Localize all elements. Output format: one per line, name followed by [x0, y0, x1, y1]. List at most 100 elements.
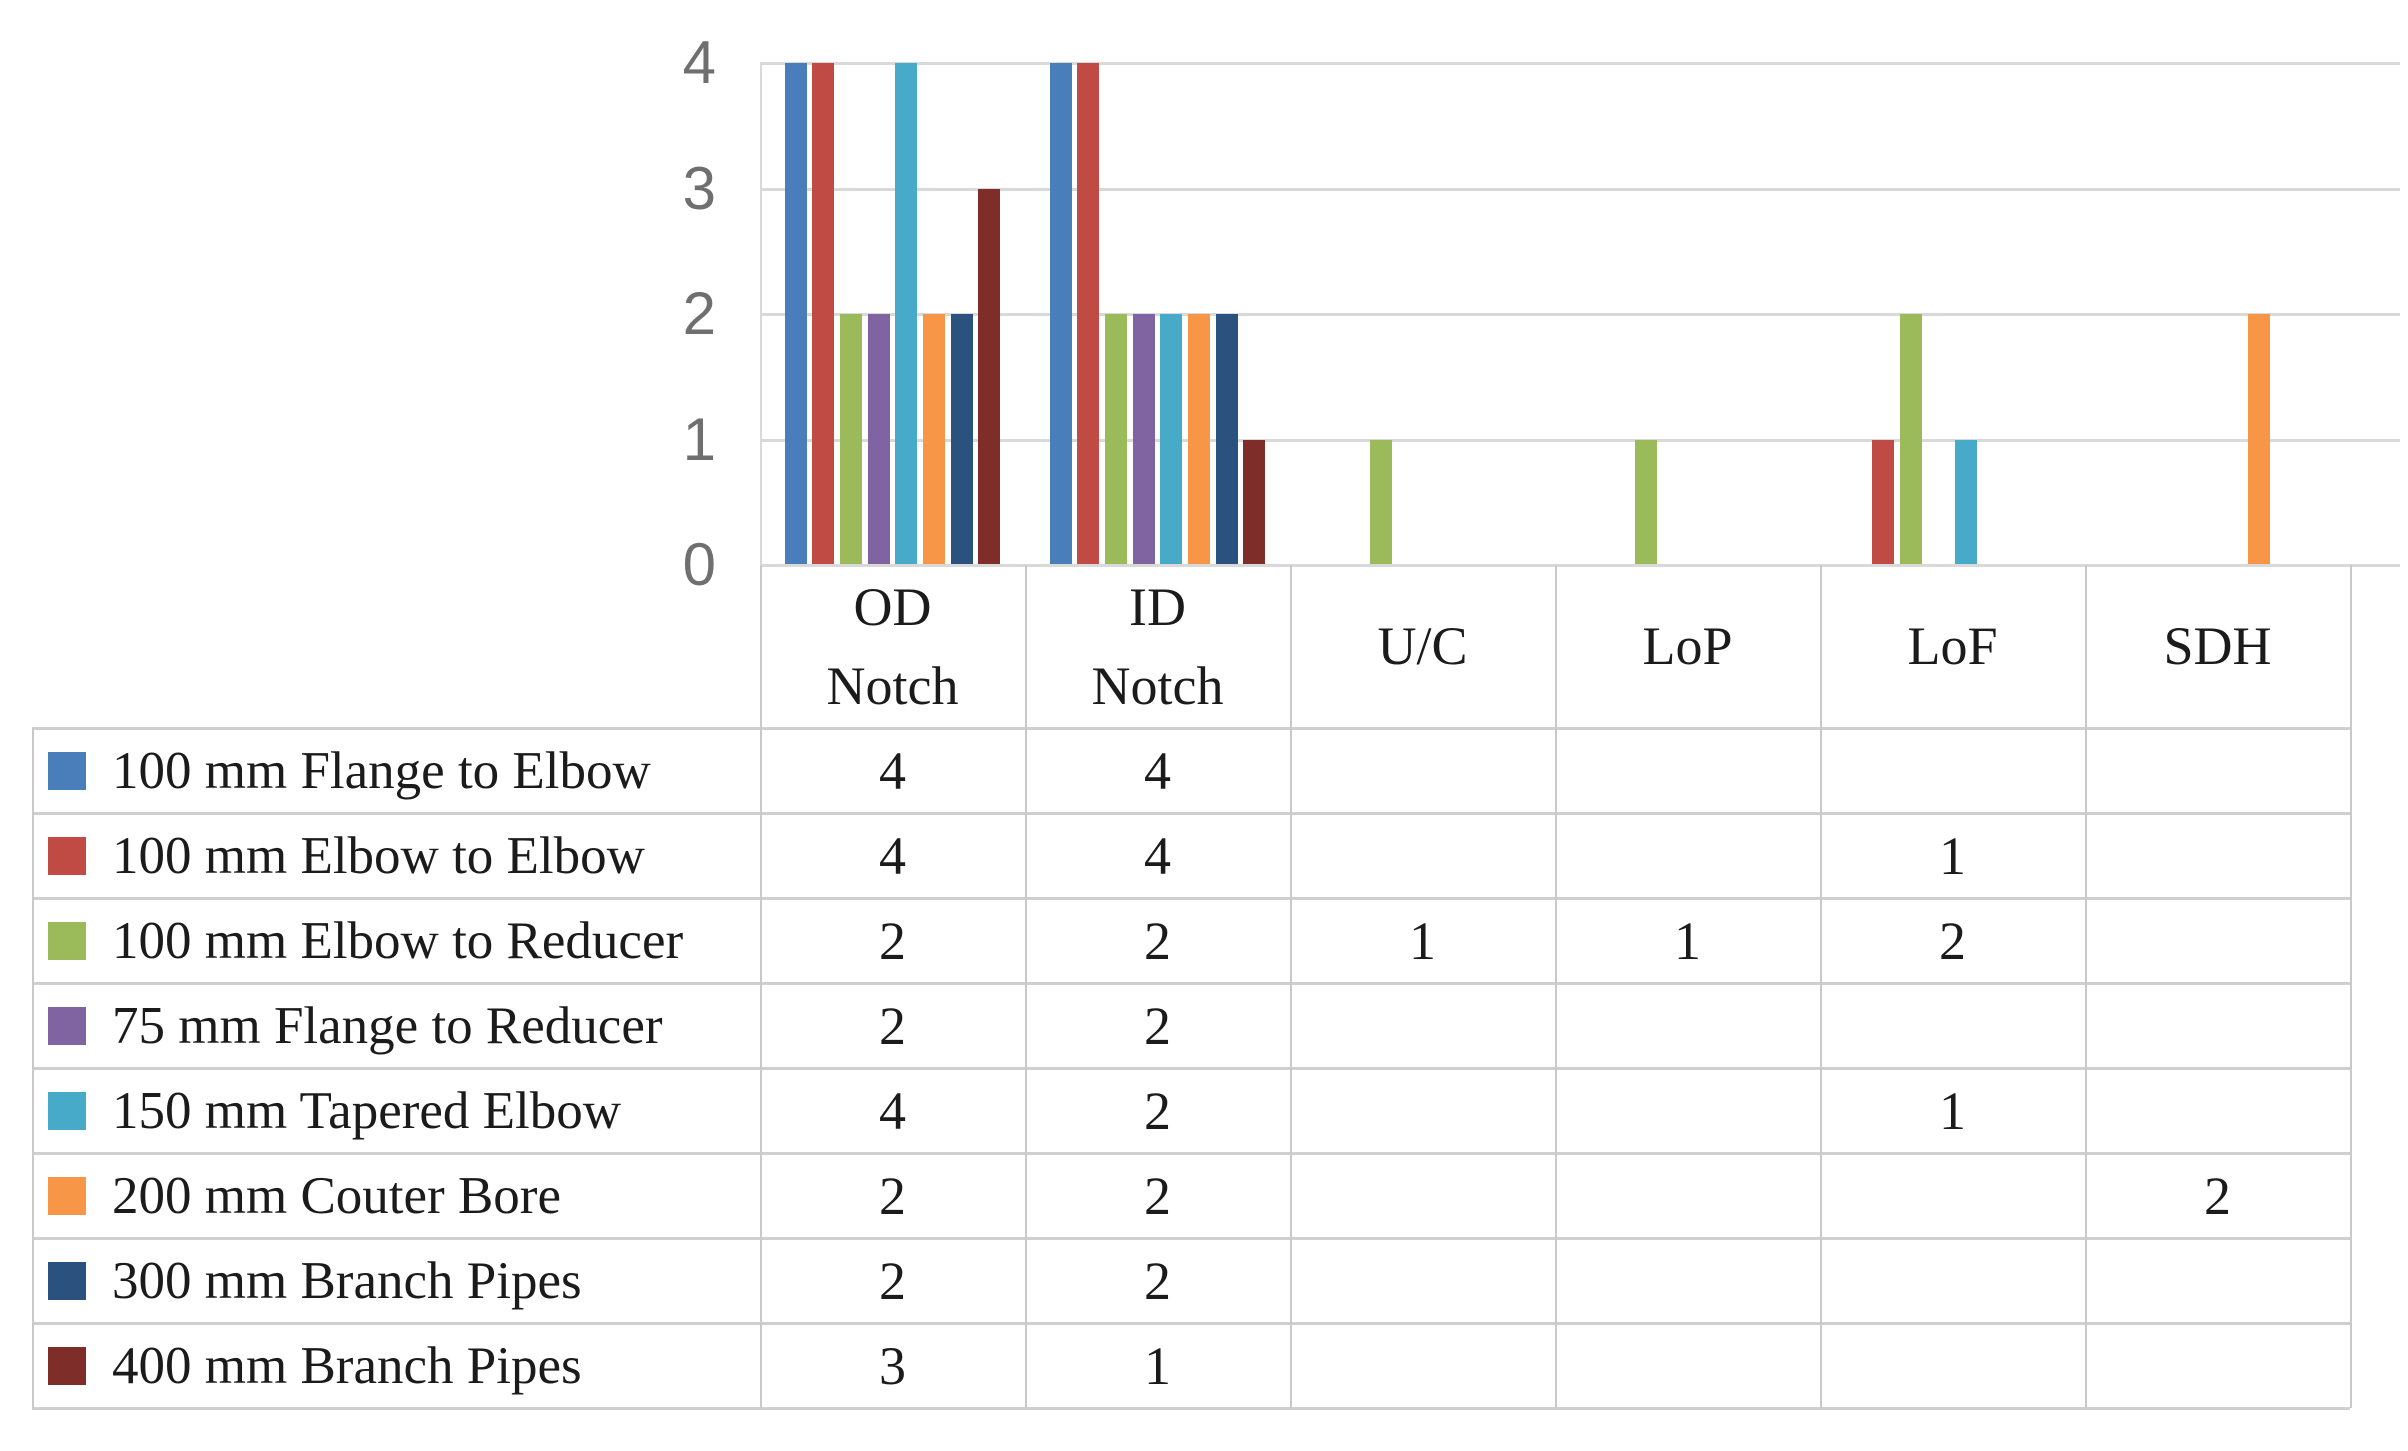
table-cell-2-4 [1555, 813, 1820, 898]
column-header-line: LoP [1642, 616, 1733, 677]
table-cell-7-1: 2 [879, 1250, 906, 1311]
table-cell-4-3 [1290, 983, 1555, 1068]
column-header-line: LoF [1907, 616, 1998, 677]
table-row-border [32, 897, 2350, 900]
table-cell-6-1: 2 [879, 1165, 906, 1226]
column-header-line: SDH [2163, 616, 2272, 677]
series-label: 400 mm Branch Pipes [112, 1336, 582, 1395]
table-column-border [2350, 565, 2352, 1408]
bar-4-id-notch [1132, 314, 1155, 565]
series-label: 300 mm Branch Pipes [112, 1251, 582, 1310]
legend-row: 400 mm Branch Pipes [48, 1323, 760, 1408]
table-cell-5-5: 1 [1939, 1080, 1966, 1141]
column-header-label: SDH [2163, 607, 2271, 685]
table-cell-3-5: 2 [1939, 910, 1966, 971]
legend-row: 150 mm Tapered Elbow [48, 1068, 760, 1153]
column-header-line: OD [853, 577, 932, 638]
table-cell-2-3 [1290, 813, 1555, 898]
table-cell-8-4 [1555, 1323, 1820, 1408]
series-label: 100 mm Flange to Elbow [112, 741, 651, 800]
table-cell-5-3 [1290, 1068, 1555, 1153]
table-cell-4-4 [1555, 983, 1820, 1068]
table-cell-8-1: 3 [879, 1335, 906, 1396]
table-row-border [32, 727, 2350, 730]
gridline-y1 [760, 438, 2400, 442]
table-row-border [32, 1322, 2350, 1325]
bar-1-id-notch [1049, 63, 1072, 565]
legend-swatch-icon [48, 836, 86, 875]
column-header-sdh: SDH [2085, 565, 2350, 728]
bar-7-od-notch [950, 314, 973, 565]
column-header-label: LoF [1907, 607, 1997, 685]
legend-swatch-icon [48, 1091, 86, 1130]
bar-6-sdh [2248, 314, 2270, 565]
bar-7-id-notch [1215, 314, 1238, 565]
table-cell-3-2: 2 [1144, 910, 1171, 971]
series-label: 100 mm Elbow to Reducer [112, 911, 684, 970]
bar-3-lof [1899, 314, 1922, 565]
table-cell-7-2: 2 [1144, 1250, 1171, 1311]
table-cell-8-3 [1290, 1323, 1555, 1408]
legend-row: 100 mm Elbow to Elbow [48, 813, 760, 898]
table-row-border [32, 1237, 2350, 1240]
y-tick-label: 3 [682, 154, 716, 222]
column-header-lop: LoP [1555, 565, 1820, 728]
table-row-border [32, 1152, 2350, 1155]
table-cell-5-1: 4 [879, 1080, 906, 1141]
table-cell-3-1: 2 [879, 910, 906, 971]
legend-swatch-icon [48, 921, 86, 960]
legend-swatch-icon [48, 1261, 86, 1300]
column-header-line: ID [1129, 577, 1186, 638]
table-cell-2-6 [2085, 813, 2350, 898]
table-cell-4-1: 2 [879, 995, 906, 1056]
y-tick-label: 1 [682, 405, 716, 473]
legend-swatch-icon [48, 1176, 86, 1215]
table-cell-7-3 [1290, 1238, 1555, 1323]
bar-2-id-notch [1077, 63, 1100, 565]
legend-row: 300 mm Branch Pipes [48, 1238, 760, 1323]
table-cell-5-4 [1555, 1068, 1820, 1153]
series-label: 100 mm Elbow to Elbow [112, 826, 645, 885]
table-border-left [32, 728, 34, 1408]
table-column-border [1290, 565, 1292, 1408]
table-cell-8-6 [2085, 1323, 2350, 1408]
table-row-border [32, 1067, 2350, 1070]
table-cell-3-4: 1 [1674, 910, 1701, 971]
bar-5-od-notch [895, 63, 918, 565]
table-row-border [32, 982, 2350, 985]
column-header-label: ID Notch [1092, 568, 1224, 725]
series-label: 75 mm Flange to Reducer [112, 996, 663, 1055]
table-cell-6-4 [1555, 1153, 1820, 1238]
table-cell-5-6 [2085, 1068, 2350, 1153]
bar-5-lof [1955, 439, 1978, 565]
table-cell-4-2: 2 [1144, 995, 1171, 1056]
table-cell-1-6 [2085, 728, 2350, 813]
bar-3-u-c [1369, 439, 1392, 565]
gridline-y3 [760, 187, 2400, 191]
bar-3-lop [1634, 439, 1657, 565]
gridline-y0 [760, 564, 2400, 567]
y-axis-line [760, 62, 762, 564]
bar-1-od-notch [784, 63, 807, 565]
bar-4-od-notch [867, 314, 890, 565]
column-header-line: Notch [1091, 655, 1224, 716]
table-column-border [1820, 565, 1822, 1408]
gridline-y4 [760, 62, 2400, 65]
table-cell-7-6 [2085, 1238, 2350, 1323]
bar-6-id-notch [1188, 314, 1210, 565]
series-label: 150 mm Tapered Elbow [112, 1081, 622, 1140]
table-row-border [32, 812, 2350, 815]
series-label: 200 mm Couter Bore [112, 1166, 561, 1225]
legend-swatch-icon [48, 1006, 86, 1045]
table-cell-6-3 [1290, 1153, 1555, 1238]
table-cell-2-1: 4 [879, 825, 906, 886]
legend-row: 200 mm Couter Bore [48, 1153, 760, 1238]
table-cell-2-2: 4 [1144, 825, 1171, 886]
table-cell-7-5 [1820, 1238, 2085, 1323]
table-cell-4-6 [2085, 983, 2350, 1068]
legend-swatch-icon [48, 751, 86, 790]
legend-swatch-icon [48, 1346, 86, 1385]
table-cell-5-2: 2 [1144, 1080, 1171, 1141]
y-tick-label: 2 [682, 280, 716, 347]
table-cell-1-2: 4 [1144, 740, 1171, 801]
